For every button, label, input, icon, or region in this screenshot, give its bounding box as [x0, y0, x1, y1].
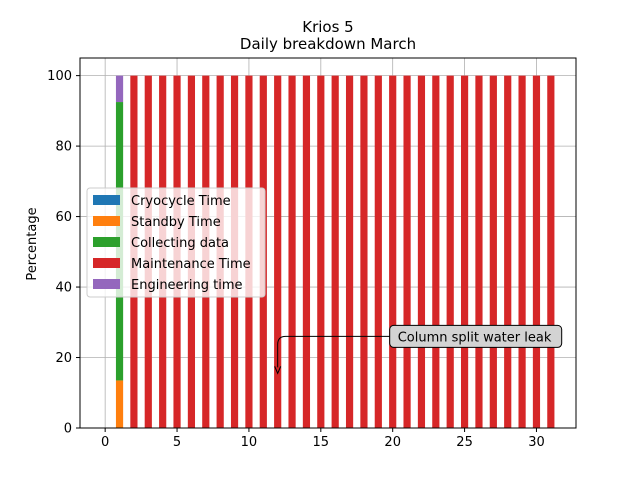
y-tick-label: 40 [55, 281, 72, 296]
x-tick-label: 15 [313, 435, 330, 450]
x-tick-label: 30 [528, 435, 545, 450]
legend-label: Standby Time [131, 215, 221, 230]
bar-segment [504, 75, 512, 428]
bar-segment [302, 75, 311, 428]
legend-label: Maintenance Time [131, 257, 251, 272]
chart-subtitle: Daily breakdown March [240, 35, 416, 53]
x-tick-label: 10 [241, 435, 258, 450]
bar-segment [403, 75, 411, 428]
legend-swatch [93, 195, 120, 205]
x-tick-label: 0 [101, 435, 109, 450]
legend-label: Engineering time [131, 278, 243, 293]
bar-segment [115, 380, 124, 428]
bar-segment [274, 75, 282, 428]
y-tick-label: 80 [55, 140, 72, 155]
bar-segment [115, 75, 124, 103]
bar-segment [475, 75, 483, 428]
x-tick-label: 5 [173, 435, 181, 450]
legend-box [86, 187, 266, 298]
bar-segment [317, 75, 325, 428]
bar-segment [345, 75, 354, 428]
plot-area: 0 5 10 15 20 25 30 0 20 40 60 80 100 Column split wat… [47, 57, 577, 450]
bar-segment [460, 75, 469, 428]
legend-swatch [93, 279, 120, 289]
annotation-text: Column split water leak [398, 330, 552, 345]
x-tick-label: 20 [384, 435, 401, 450]
bar-segment [532, 75, 541, 428]
y-tick-label: 100 [47, 69, 72, 84]
legend-label: Cryocycle Time [131, 194, 231, 209]
bar-segment [489, 75, 497, 428]
bar-segment [547, 75, 555, 428]
annotation-arrowhead [274, 366, 282, 375]
bar-segment [417, 75, 426, 428]
bar-segment [288, 75, 296, 428]
y-tick-label: 60 [55, 210, 72, 225]
bar-segment [374, 75, 382, 428]
bar-segment [389, 75, 397, 428]
axes-frame [79, 57, 577, 429]
chart-title: Krios 5 [302, 18, 353, 36]
y-tick-label: 20 [55, 351, 72, 366]
annotation-box [389, 324, 563, 348]
legend-swatch [93, 258, 120, 268]
bar-segment [360, 75, 368, 428]
y-tick-label: 0 [64, 422, 72, 437]
bar-segment [518, 75, 526, 428]
annotation-arrow [277, 335, 390, 368]
bar-segment [331, 75, 339, 428]
legend-label: Collecting data [131, 236, 229, 251]
bar-segment [446, 75, 454, 428]
x-tick-label: 25 [456, 435, 473, 450]
legend-swatch [93, 237, 120, 247]
bar-segment [432, 75, 440, 428]
y-axis-label: Percentage [25, 207, 40, 280]
legend-swatch [93, 216, 120, 226]
